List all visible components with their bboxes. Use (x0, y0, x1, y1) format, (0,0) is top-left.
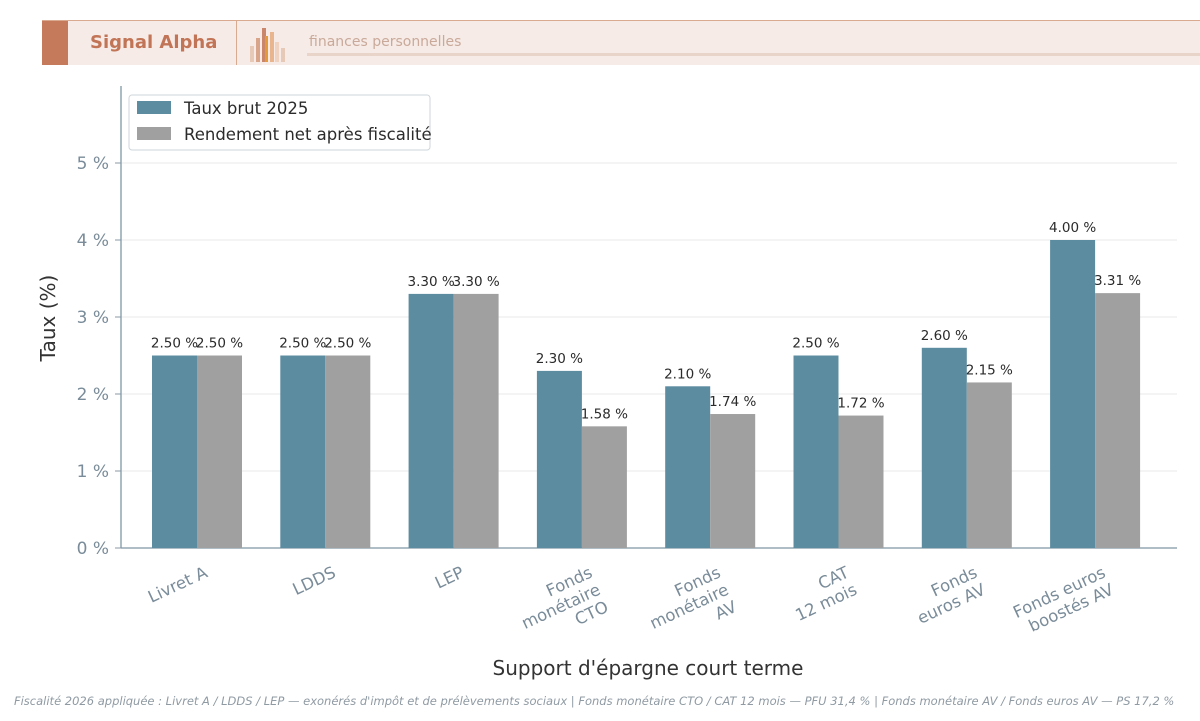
x-tick-label: LEP (432, 563, 467, 593)
header-banner: Signal Alpha finances personnelles (42, 20, 1200, 65)
y-tick-label: 2 % (77, 385, 109, 405)
data-label: 2.50 % (279, 336, 326, 352)
x-tick-line: LEP (432, 563, 467, 593)
x-tick-label: FondsmonétaireAV (639, 562, 740, 650)
bar-chart-logo-icon (250, 28, 285, 62)
bar-gross (793, 355, 839, 548)
x-tick-text: FondsmonétaireCTO (511, 563, 612, 650)
x-tick-label: CAT12 mois (784, 562, 860, 625)
x-tick-text: Fonds eurosboostés AV (1010, 562, 1117, 639)
legend-swatch (137, 101, 171, 114)
x-tick-line: LDDS (290, 563, 339, 599)
legend-swatch (137, 127, 171, 140)
x-tick-text: Livret A (145, 562, 211, 606)
brand-name: Signal Alpha (90, 32, 218, 53)
y-tick-label: 0 % (77, 539, 109, 559)
data-label: 2.15 % (966, 362, 1013, 378)
bar-net (453, 293, 499, 548)
bar-net (966, 382, 1012, 548)
bar-net (325, 355, 371, 548)
bar-gross (536, 370, 582, 548)
x-axis-label: Support d'épargne court terme (493, 656, 804, 680)
banner-separator (236, 21, 237, 65)
data-label: 2.60 % (921, 328, 968, 344)
bar-gross (408, 293, 454, 548)
data-label: 2.50 % (324, 336, 371, 352)
bar-gross (921, 347, 967, 548)
data-label: 2.10 % (664, 366, 711, 382)
x-tick-label: LDDS (290, 563, 339, 599)
data-label: 2.30 % (536, 351, 583, 367)
legend-box (128, 94, 431, 151)
data-label: 3.30 % (408, 274, 455, 290)
data-label: 3.30 % (453, 274, 500, 290)
x-tick-text: FondsmonétaireAV (639, 562, 740, 650)
data-label: 3.31 % (1094, 273, 1141, 289)
x-tick-text: LDDS (290, 563, 339, 599)
bar-gross (152, 355, 197, 548)
bar-gross (1050, 240, 1096, 548)
data-label: 1.58 % (581, 406, 628, 422)
legend-label: Taux brut 2025 (183, 99, 308, 118)
bar-net (197, 355, 242, 548)
y-tick-label: 3 % (77, 308, 109, 328)
data-label: 2.50 % (196, 336, 243, 352)
bar-net (838, 415, 884, 548)
tagline: finances personnelles (309, 34, 462, 50)
data-label: 2.50 % (151, 336, 198, 352)
x-tick-label: Fondseuros AV (906, 562, 988, 628)
x-tick-text: LEP (432, 563, 467, 593)
x-tick-label: FondsmonétaireCTO (511, 563, 612, 650)
data-label: 4.00 % (1049, 220, 1096, 236)
x-tick-label: Fonds eurosboostés AV (1010, 562, 1117, 639)
bar-gross (280, 355, 326, 548)
y-tick-label: 4 % (77, 231, 109, 251)
tagline-rule (307, 53, 1200, 56)
bar-net (1095, 293, 1141, 548)
data-label: 2.50 % (792, 336, 839, 352)
data-label: 1.72 % (837, 396, 884, 412)
y-axis-label: Taux (%) (36, 275, 60, 363)
y-tick-label: 5 % (77, 154, 109, 174)
legend-label: Rendement net après fiscalité (184, 125, 432, 144)
x-tick-text: Fondseuros AV (906, 562, 988, 627)
x-tick-text: CAT12 mois (784, 562, 860, 625)
data-label: 1.74 % (709, 394, 756, 410)
x-tick-label: Livret A (145, 562, 211, 606)
banner-accent (42, 21, 68, 65)
bar-net (710, 414, 756, 548)
y-tick-label: 1 % (77, 462, 109, 482)
x-tick-line: Livret A (145, 562, 211, 606)
bar-net (581, 426, 627, 548)
bar-gross (665, 386, 711, 548)
footnote: Fiscalité 2026 appliquée : Livret A / LD… (14, 694, 1175, 708)
